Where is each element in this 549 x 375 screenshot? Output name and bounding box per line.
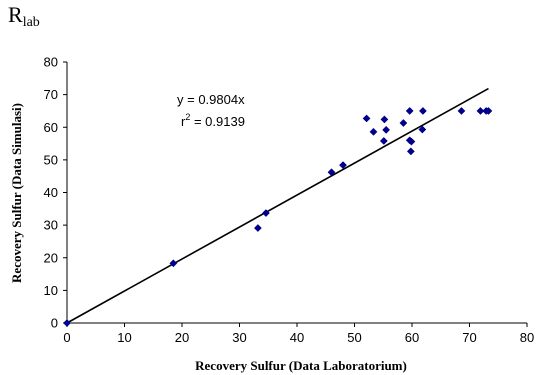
data-point (476, 106, 485, 115)
title-subscript: lab (22, 15, 40, 30)
y-tick-label: 10 (44, 283, 58, 298)
x-tick-label: 80 (520, 330, 534, 345)
x-tick-label: 0 (63, 330, 70, 345)
y-tick-label: 80 (44, 55, 58, 70)
title-main: R (8, 2, 23, 27)
data-point (261, 209, 270, 218)
x-tick-label: 40 (290, 330, 304, 345)
r-squared-value: = 0.9139 (190, 114, 245, 129)
data-point (484, 106, 493, 115)
r-squared-r: r (181, 114, 186, 129)
data-point (253, 224, 262, 233)
r-squared-exponent: 2 (185, 112, 190, 122)
data-point (418, 125, 427, 134)
x-tick-label: 60 (405, 330, 419, 345)
data-point (418, 106, 427, 115)
x-axis-title: Recovery Sulfur (Data Laboratorium) (195, 358, 407, 373)
trendline (66, 87, 489, 324)
data-points (63, 106, 493, 327)
data-point (457, 106, 466, 115)
data-point (327, 168, 336, 177)
y-axis-title: Recovery Sulfur (Data Simulasi) (9, 103, 24, 283)
x-tick-label: 20 (175, 330, 189, 345)
data-point (369, 127, 378, 136)
trendline-equation: y = 0.9804x (177, 92, 245, 107)
y-tick-label: 70 (44, 87, 58, 102)
y-tick-label: 30 (44, 218, 58, 233)
x-tick-label: 50 (347, 330, 361, 345)
y-tick-label: 0 (51, 316, 58, 331)
y-tick-label: 20 (44, 250, 58, 265)
y-tick-label: 50 (44, 152, 58, 167)
y-tick-label: 40 (44, 185, 58, 200)
data-point (405, 106, 414, 115)
y-tick-label: 60 (44, 120, 58, 135)
data-point (379, 136, 388, 145)
r-squared-label: r2 = 0.9139 (181, 112, 245, 129)
x-tick-label: 70 (462, 330, 476, 345)
data-point (380, 115, 389, 124)
plot-area: 0 10 20 30 40 50 60 70 80 0 10 20 30 40 50 60 70 80 (44, 55, 535, 346)
chart-title: Rlab (8, 2, 40, 31)
x-tick-label: 30 (232, 330, 246, 345)
data-point (63, 319, 71, 327)
data-point (406, 147, 415, 156)
data-point (382, 125, 391, 134)
x-tick-label: 10 (117, 330, 131, 345)
data-point (169, 259, 178, 268)
data-point (399, 119, 408, 127)
data-point (362, 114, 371, 123)
data-point (339, 161, 347, 170)
data-point (407, 137, 416, 146)
